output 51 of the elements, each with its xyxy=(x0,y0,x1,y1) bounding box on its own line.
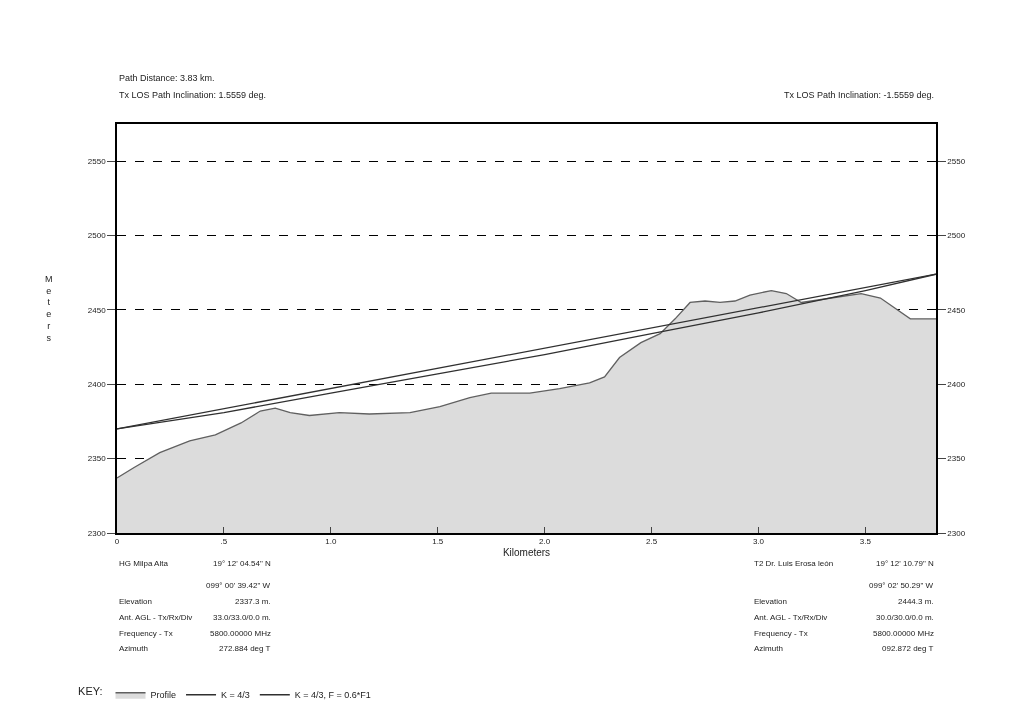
text: Ant. AGL - Tx/Rx/Div xyxy=(119,613,193,622)
text: 19° 12' 04.54" N xyxy=(213,559,272,568)
text: 30.0/30.0/0.0 m. xyxy=(876,613,934,622)
x-tick-label: 2.5 xyxy=(646,537,658,547)
text: Elevation xyxy=(119,597,152,606)
text: 272.884 deg T xyxy=(219,644,271,653)
text: 5800.00000 MHz xyxy=(210,629,271,638)
text: Elevation xyxy=(754,597,787,606)
text: 099° 02' 50.29" W xyxy=(869,581,934,590)
text: 2337.3 m. xyxy=(235,597,271,606)
chart-subtitle: Tx LOS Path Inclination: 1.5559 deg. xyxy=(119,90,267,100)
text: 2444.3 m. xyxy=(898,597,934,606)
x-tick-label: 1.5 xyxy=(432,537,444,547)
y-tick-label: 2400 xyxy=(87,380,107,390)
text: 5800.00000 MHz xyxy=(873,629,934,638)
chart-title: Path Distance: 3.83 km. xyxy=(119,73,215,83)
y-tick-label: 2300 xyxy=(87,528,107,538)
legend-label: Profile xyxy=(150,690,177,701)
text: Tx LOS Path Inclination: -1.5559 deg. xyxy=(784,90,935,100)
y2-tick-label: 2400 xyxy=(947,380,966,390)
text: Frequency - Tx xyxy=(119,629,173,638)
x-tick-label: .5 xyxy=(220,537,228,547)
text: 19° 12' 10.79" N xyxy=(876,559,935,568)
legend-title: KEY: xyxy=(78,684,103,697)
text: 099° 00' 39.42" W xyxy=(206,581,271,590)
x-tick-label: 3.5 xyxy=(859,537,872,547)
x-tick-label: 3.0 xyxy=(752,537,765,547)
x-tick-label: 2.0 xyxy=(539,537,551,547)
y2-tick-label: 2350 xyxy=(947,454,966,464)
y-axis-title: Meters xyxy=(45,274,53,343)
y-tick-label: 2350 xyxy=(87,454,107,464)
legend-label: K = 4/3, F = 0.6*F1 xyxy=(294,690,371,701)
text: Azimuth xyxy=(119,644,148,653)
x-tick-label: 1.0 xyxy=(325,537,337,547)
y2-tick-label: 2500 xyxy=(947,231,966,241)
y-tick-label: 2550 xyxy=(87,156,107,166)
text: 092.872 deg T xyxy=(882,644,934,653)
text: Ant. AGL - Tx/Rx/Div xyxy=(754,613,828,622)
text: HG Milpa Alta xyxy=(119,559,169,568)
text: Frequency - Tx xyxy=(754,629,808,638)
legend-label: K = 4/3 xyxy=(221,690,250,701)
text: T2 Dr. Luis Erosa león xyxy=(754,559,834,568)
x-tick-label: 0 xyxy=(114,537,120,547)
y2-tick-label: 2300 xyxy=(947,528,966,538)
y2-tick-label: 2550 xyxy=(947,156,966,166)
text: Azimuth xyxy=(754,644,783,653)
x-axis-title: Kilometers xyxy=(502,547,551,559)
y2-tick-label: 2450 xyxy=(947,305,966,315)
text: 33.0/33.0/0.0 m. xyxy=(213,613,271,622)
y-tick-label: 2450 xyxy=(87,305,107,315)
y-tick-label: 2500 xyxy=(87,231,107,241)
